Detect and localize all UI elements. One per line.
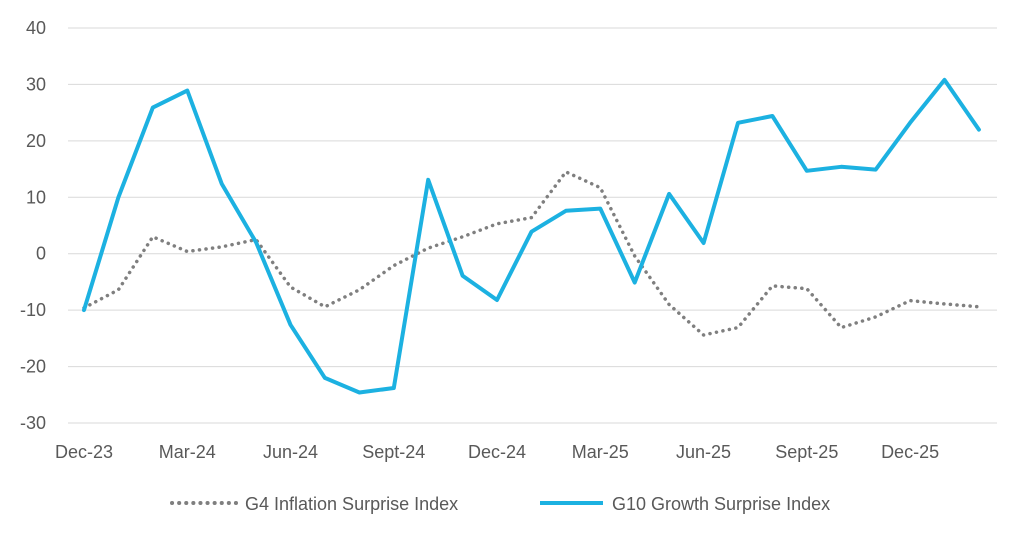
x-tick-label: Sept-24 bbox=[362, 442, 425, 462]
x-tick-label: Dec-23 bbox=[55, 442, 113, 462]
series-line-growth bbox=[84, 80, 979, 393]
x-tick-label: Mar-25 bbox=[572, 442, 629, 462]
legend-label-inflation: G4 Inflation Surprise Index bbox=[245, 494, 458, 514]
x-tick-label: Dec-24 bbox=[468, 442, 526, 462]
y-axis-ticks: -30 -20 -10 0 10 20 30 40 bbox=[20, 18, 46, 433]
y-tick-label: 10 bbox=[26, 187, 46, 207]
x-tick-label: Jun-24 bbox=[263, 442, 318, 462]
y-tick-label: 40 bbox=[26, 18, 46, 38]
series-lines bbox=[84, 80, 979, 393]
y-tick-label: -30 bbox=[20, 413, 46, 433]
x-tick-label: Mar-24 bbox=[159, 442, 216, 462]
y-tick-label: -20 bbox=[20, 357, 46, 377]
y-tick-label: 30 bbox=[26, 74, 46, 94]
x-tick-label: Sept-25 bbox=[775, 442, 838, 462]
y-tick-label: 0 bbox=[36, 244, 46, 264]
x-tick-label: Jun-25 bbox=[676, 442, 731, 462]
legend: G4 Inflation Surprise Index G10 Growth S… bbox=[172, 494, 830, 514]
legend-label-growth: G10 Growth Surprise Index bbox=[612, 494, 830, 514]
x-axis-ticks: Dec-23 Mar-24 Jun-24 Sept-24 Dec-24 Mar-25 Jun… bbox=[55, 442, 939, 462]
y-tick-label: 20 bbox=[26, 131, 46, 151]
y-tick-label: -10 bbox=[20, 300, 46, 320]
gridlines bbox=[68, 28, 997, 423]
x-tick-label: Dec-25 bbox=[881, 442, 939, 462]
